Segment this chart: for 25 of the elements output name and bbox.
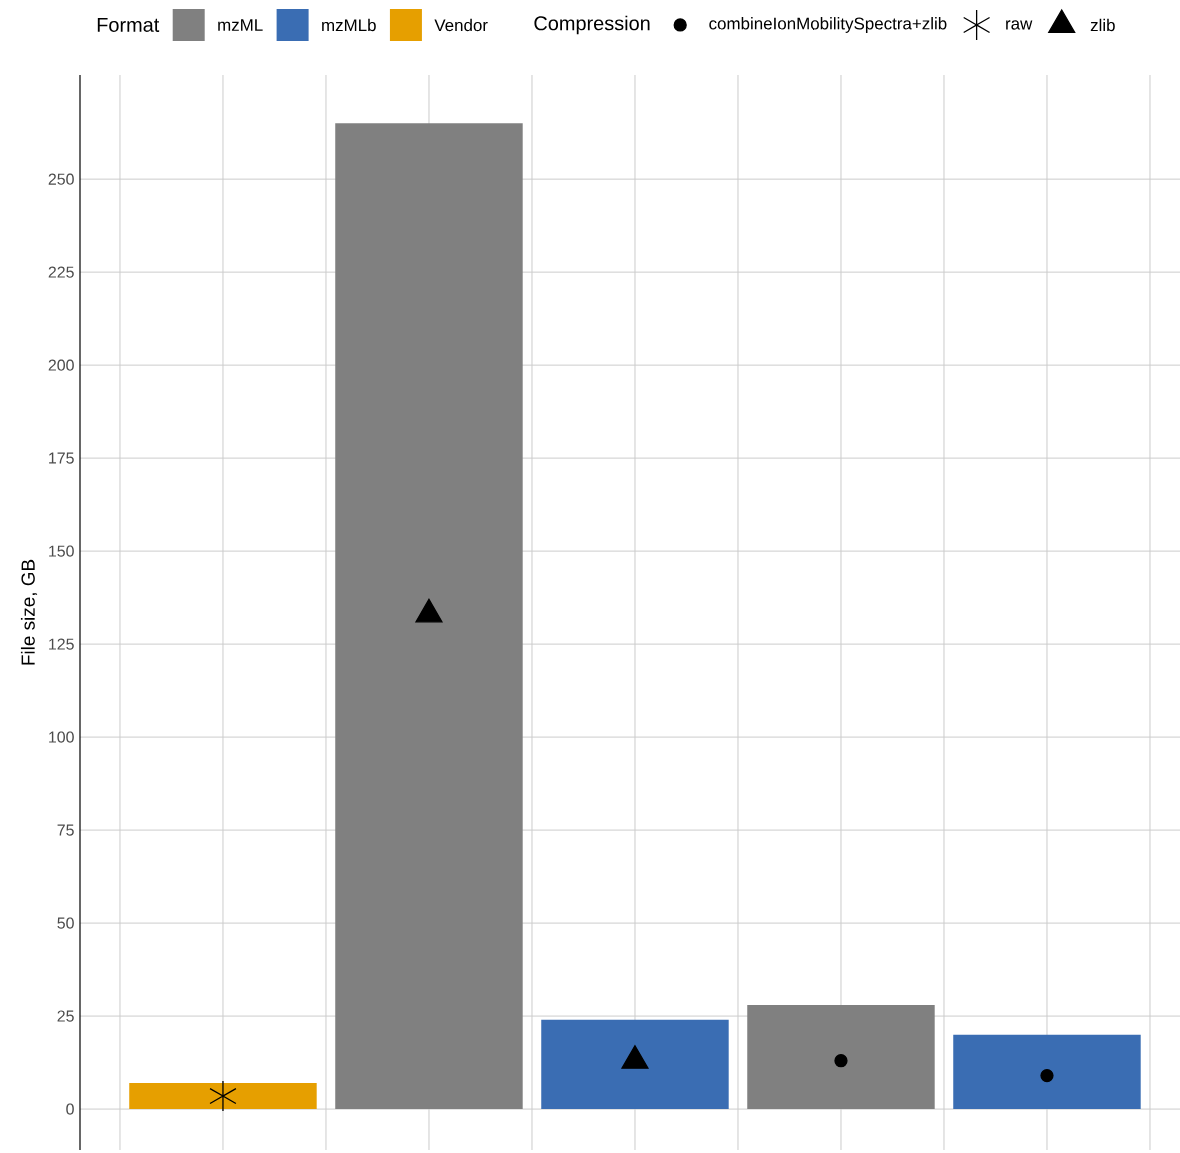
legend-label: Vendor	[434, 18, 488, 32]
y-tick-label: 225	[48, 266, 74, 278]
y-tick-label: 125	[49, 638, 74, 650]
legend-label: raw	[1006, 20, 1033, 30]
y-tick-label: 25	[57, 1010, 74, 1022]
legend-label: mzMLb	[322, 18, 376, 32]
y-tick-label: 250	[48, 173, 74, 185]
y-tick-label: 0	[66, 1103, 74, 1115]
bar	[541, 1019, 729, 1110]
legend-label: zlib	[1090, 18, 1115, 32]
bar	[129, 1083, 317, 1110]
legend-label: mzML	[218, 19, 263, 31]
text: Compression	[534, 15, 650, 35]
bar	[953, 1034, 1141, 1110]
y-tick-label: 50	[57, 917, 74, 929]
y-axis-title: File size, GB	[20, 559, 38, 665]
y-tick-label: 75	[57, 824, 74, 836]
legend-label: combineIonMobilitySpectra+zlib	[709, 17, 947, 33]
bar	[747, 1004, 935, 1110]
y-tick-label: 150	[49, 545, 74, 557]
text: Format	[97, 18, 160, 32]
y-tick-label: 100	[49, 731, 74, 743]
y-tick-label: 175	[49, 452, 74, 464]
y-tick-label: 200	[48, 359, 74, 371]
bar	[335, 123, 523, 1110]
